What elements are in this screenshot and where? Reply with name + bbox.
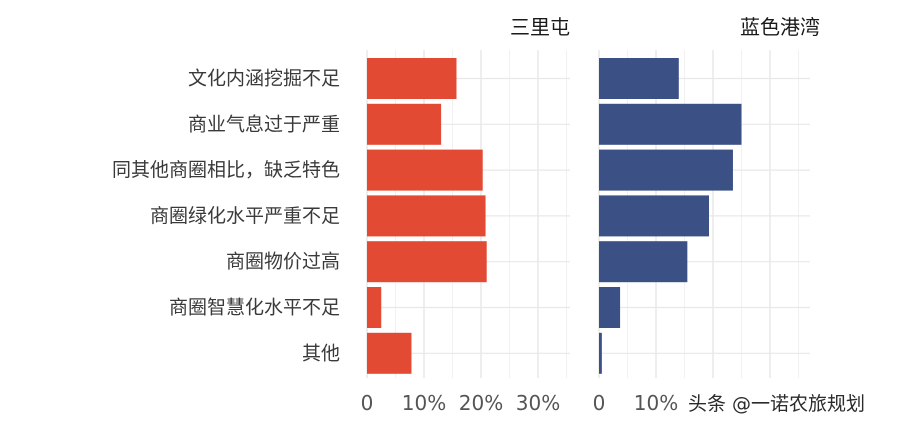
category-label: 同其他商圈相比，缺乏特色 [112,159,340,181]
panel-title: 三里屯 [510,15,570,39]
category-label: 商业气息过于严重 [188,113,340,135]
bar [599,149,733,191]
bar [599,241,688,283]
x-tick-label: 20% [459,391,503,415]
category-label: 文化内涵挖掘不足 [188,68,340,90]
bar [599,332,602,374]
category-label: 商圈物价过高 [226,251,340,273]
bar [367,103,442,145]
x-tick-label: 10% [634,391,678,415]
x-tick-label: 10% [402,391,446,415]
x-tick-label: 30% [516,391,560,415]
bar [367,332,412,374]
bar [599,58,679,99]
bar [367,149,483,191]
bar [599,287,621,328]
category-label: 其他 [302,342,340,364]
x-tick-label: 0 [361,391,374,415]
panel-title: 蓝色港湾 [740,15,820,39]
bar [367,287,382,328]
bar [599,103,742,145]
category-label: 商圈智慧化水平不足 [169,297,340,319]
watermark: 头条 @一诺农旅规划 [688,393,866,415]
bar [367,241,487,283]
bar [367,195,486,237]
bar [599,195,710,237]
x-tick-label: 0 [593,391,606,415]
category-label: 商圈绿化水平严重不足 [150,205,340,227]
bar [367,58,457,99]
